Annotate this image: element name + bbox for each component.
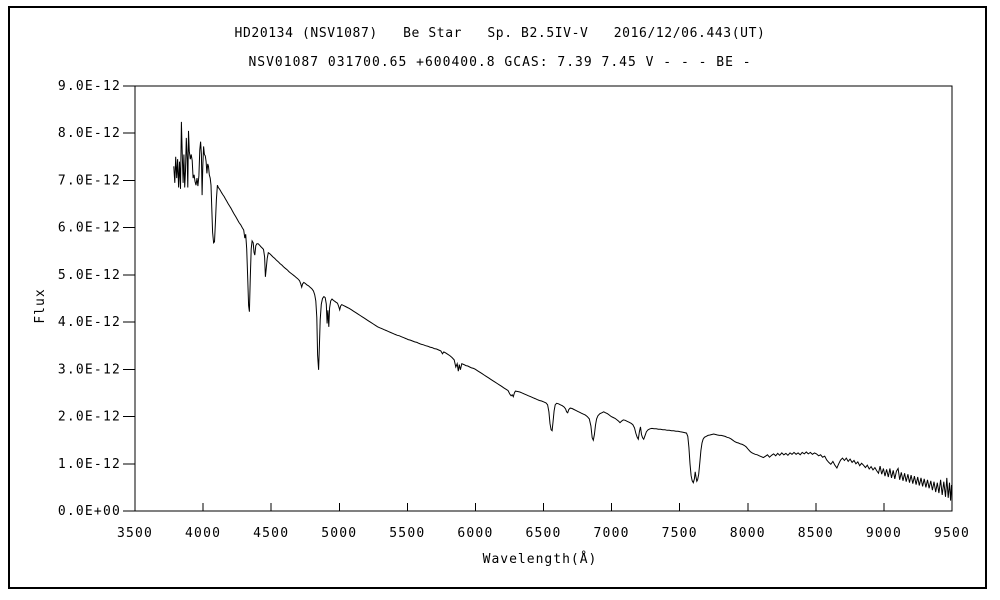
x-tick-label: 4000 [185,526,221,541]
y-tick-label: 7.0E-12 [58,173,121,188]
x-tick-label: 6000 [457,526,493,541]
x-tick-label: 6500 [525,526,561,541]
x-tick-label: 9000 [866,526,902,541]
x-tick-label: 4500 [253,526,289,541]
axes: 3500 4000 4500 5000 5500 6000 6500 7000 7500 8000… [58,79,970,541]
x-tick-label: 8000 [730,526,766,541]
outer-border [8,6,987,589]
x-tick-label: 8500 [798,526,834,541]
plot-frame [134,85,953,512]
spectrum-line [173,121,953,501]
chart-title: HD20134 (NSV1087) Be Star Sp. B2.5IV-V 2… [234,26,766,41]
y-tick-label: 1.0E-12 [58,457,121,472]
y-tick-label: 9.0E-12 [58,79,121,94]
x-axis-title: Wavelength(Å) [483,551,598,567]
y-tick-label: 4.0E-12 [58,315,121,330]
y-tick-label: 8.0E-12 [58,126,121,141]
x-tick-label: 5000 [321,526,357,541]
x-tick-label: 9500 [934,526,970,541]
x-tick-label: 7000 [594,526,630,541]
y-tick-label: 5.0E-12 [58,268,121,283]
x-tick-label: 3500 [117,526,153,541]
y-tick-label: 6.0E-12 [58,221,121,236]
chart-subtitle: NSV01087 031700.65 +600400.8 GCAS: 7.39 … [248,55,752,70]
y-tick-label: 0.0E+00 [58,504,121,519]
spectrum-series [173,121,953,501]
x-tick-label: 7500 [662,526,698,541]
y-tick-label: 2.0E-12 [58,410,121,425]
y-tick-label: 3.0E-12 [58,362,121,377]
x-tick-label: 5500 [389,526,425,541]
y-axis-title: Flux [33,288,48,323]
